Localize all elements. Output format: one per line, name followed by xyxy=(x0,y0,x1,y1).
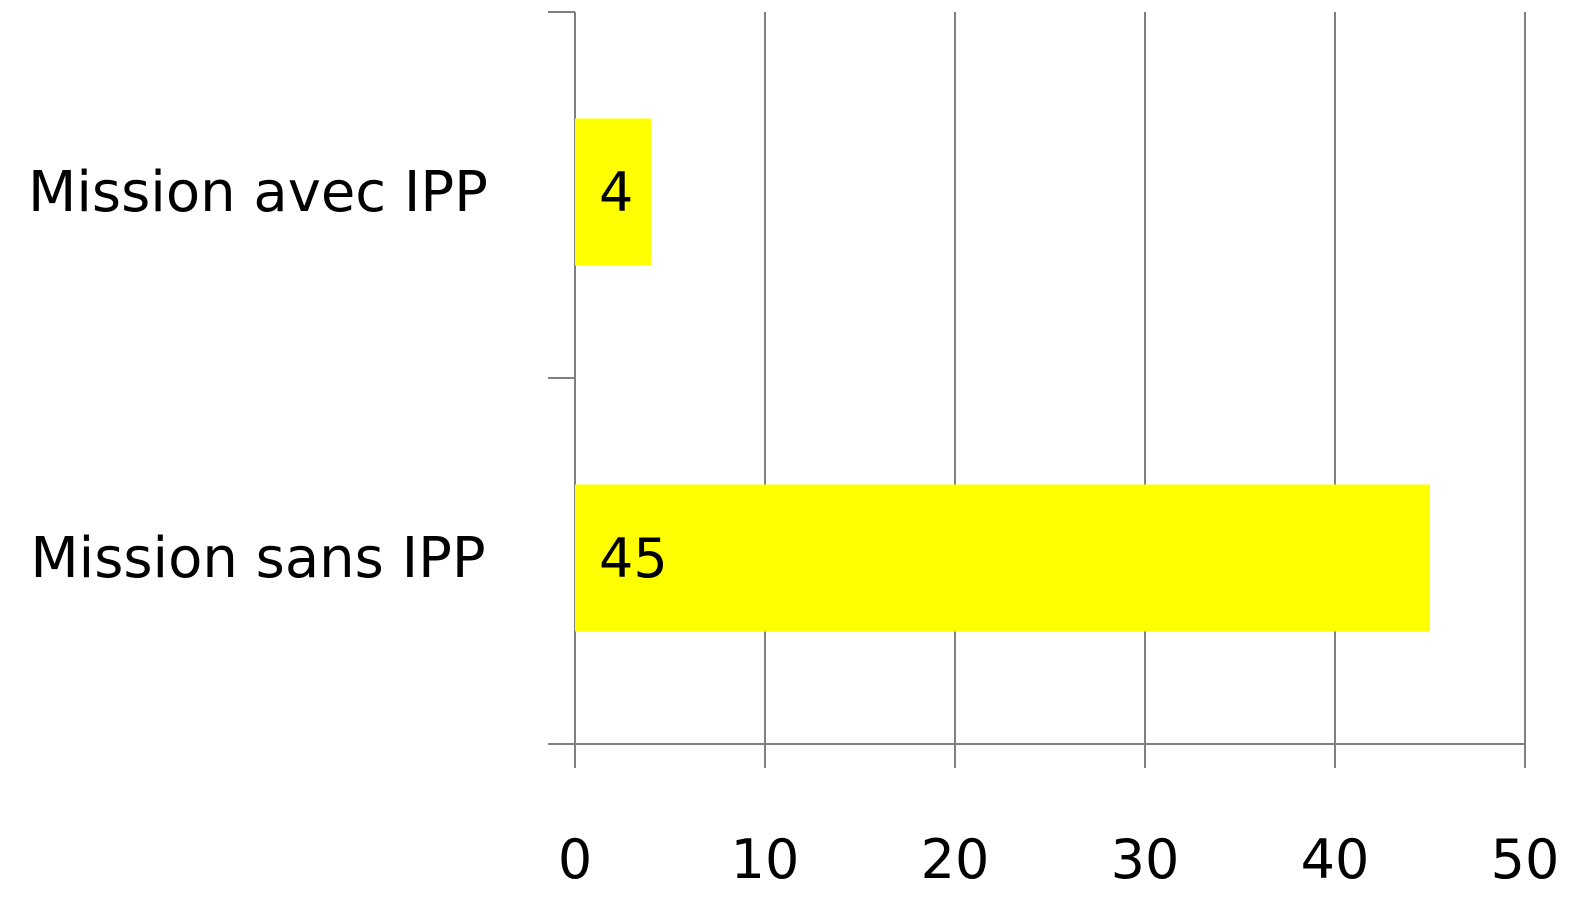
x-tick-label: 50 xyxy=(1491,828,1560,891)
category-label: Mission avec IPP xyxy=(28,160,488,225)
x-tick-label: 30 xyxy=(1111,828,1180,891)
data-label: 45 xyxy=(599,527,668,590)
data-label: 4 xyxy=(599,161,633,224)
x-tick-label: 40 xyxy=(1301,828,1370,891)
x-tick-label: 0 xyxy=(558,828,592,891)
bar xyxy=(575,484,1430,632)
bars xyxy=(575,118,1430,632)
gridlines xyxy=(764,12,1526,744)
labels: 0 10 20 30 40 50 Mission avec IPP 4 Mission sans… xyxy=(28,160,1559,891)
bar xyxy=(575,118,651,266)
axes xyxy=(548,11,1526,768)
x-tick-label: 10 xyxy=(731,828,800,891)
category-label: Mission sans IPP xyxy=(30,526,485,591)
x-tick-label: 20 xyxy=(921,828,990,891)
